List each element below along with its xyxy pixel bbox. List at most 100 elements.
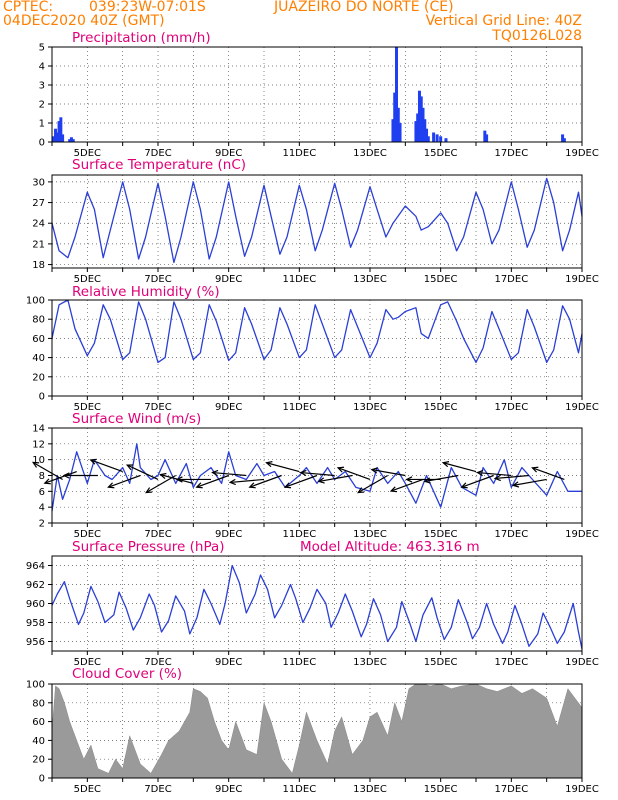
precipitation-ytick-label: 2 [39,100,45,111]
wind-arrow-head [299,469,307,477]
wind-arrow-head [460,482,468,489]
pressure-panel: Surface Pressure (hPa) Model Altitude: 46… [26,539,599,668]
wind-arrow-shaft [318,474,353,482]
header-source: CPTEC: [3,0,54,15]
humidity-ytick-label: 0 [39,392,45,403]
humidity-title: Relative Humidity (%) [72,284,220,300]
precipitation-ytick-label: 0 [39,138,45,149]
wind-arrow-shaft [477,471,512,477]
wind-arrow-shaft [390,478,424,492]
wind-arrow [125,464,159,481]
precipitation-bar [485,134,489,142]
cloud-cover-ytick-label: 100 [26,680,45,691]
wind-arrow-head [145,487,153,494]
wind-arrow-shaft [495,474,530,480]
pressure-ytick-label: 960 [26,599,45,610]
precipitation-bar [425,128,429,142]
header-date: 04DEC2020 40Z (GMT) [3,13,165,29]
wind-arrow [145,474,176,494]
wind-title: Surface Wind (m/s) [72,411,201,427]
precipitation-bar [562,138,566,142]
precipitation-xtick-label: 11DEC [282,148,316,159]
cloud-cover-xtick-label: 11DEC [282,784,316,795]
wind-arrow [389,478,424,493]
wind-arrow [299,469,335,477]
wind-frame [51,427,583,524]
wind-arrow-shaft [230,478,265,484]
precipitation-xtick-label: 13DEC [353,148,387,159]
wind-arrow-head [389,486,398,493]
wind-xtick-label: 9DEC [215,529,242,540]
cloud-cover-ytick-label: 60 [32,717,45,728]
temperature-ytick-label: 27 [32,198,45,209]
humidity-line [51,299,583,364]
wind-arrow-shaft [284,474,318,488]
humidity-xtick-label: 9DEC [215,402,242,413]
wind-arrow-head [107,482,115,489]
precipitation-bar [426,136,430,142]
wind-arrow-head [31,461,40,468]
wind-arrow-shaft [108,474,141,488]
wind-ytick-label: 4 [39,503,45,514]
pressure-xtick-label: 11DEC [282,657,316,668]
wind-ytick-label: 12 [32,439,45,450]
humidity-xtick-label: 17DEC [494,402,528,413]
precipitation-bar [435,134,439,142]
header-coords: 039:23W-07:01S [89,0,206,15]
precipitation-bar [444,138,448,142]
wind-xtick-label: 13DEC [353,529,387,540]
precipitation-xtick-label: 15DEC [424,148,458,159]
wind-arrow [357,474,388,494]
wind-arrow [493,474,530,482]
cloud-cover-ytick-label: 20 [32,755,45,766]
wind-arrow-head [211,469,219,477]
precipitation-bar [395,47,398,142]
temperature-ytick-label: 18 [32,260,45,271]
temperature-title: Surface Temperature (nC) [72,157,246,173]
wind-arrow-shaft [513,478,547,486]
precipitation-ytick-label: 4 [39,62,45,73]
wind-arrow [441,461,477,473]
wind-arrow-head [43,478,51,485]
pressure-ytick-label: 964 [26,561,45,572]
wind-arrow [531,466,565,481]
pressure-line [51,564,583,650]
wind-arrow [476,469,512,477]
wind-arrow-head [317,477,325,484]
wind-arrow [283,474,318,489]
wind-arrow [265,461,300,473]
precipitation-bar [561,134,565,142]
wind-arrow-head [531,466,539,473]
humidity-ytick-label: 100 [26,296,45,307]
pressure-ytick-label: 958 [26,618,45,629]
pressure-ytick-label: 962 [26,580,45,591]
wind-arrow [107,474,141,489]
precipitation-xtick-label: 7DEC [144,148,171,159]
temperature-xtick-label: 11DEC [282,274,316,285]
wind-arrow-shaft [337,467,371,481]
pressure-xtick-label: 7DEC [144,657,171,668]
humidity-ytick-label: 20 [32,372,45,383]
cloud-cover-frame [51,683,583,779]
wind-arrow [317,474,353,484]
temperature-xtick-label: 15DEC [424,274,458,285]
wind-arrow-head [175,476,183,483]
precipitation-bar [414,121,418,142]
wind-arrow-shaft [145,474,176,494]
wind-arrow [43,470,77,485]
precipitation-bar [54,128,58,142]
humidity-xtick-label: 5DEC [74,402,101,413]
header-grid-note: Vertical Grid Line: 40Z [425,13,582,29]
wind-arrow-shaft [266,462,300,473]
cloud-cover-area [51,683,583,779]
cloud-cover-xtick-label: 13DEC [353,784,387,795]
humidity-frame [51,299,583,397]
wind-arrow-head [476,469,484,477]
precipitation-bar [57,121,61,142]
pressure-ytick-label: 956 [26,637,45,648]
precipitation-bar [61,134,65,142]
temperature-xtick-label: 7DEC [144,274,171,285]
precipitation-bar [391,119,395,142]
cloud-cover-ytick-label: 0 [39,774,45,785]
wind-arrow-head [405,476,413,483]
